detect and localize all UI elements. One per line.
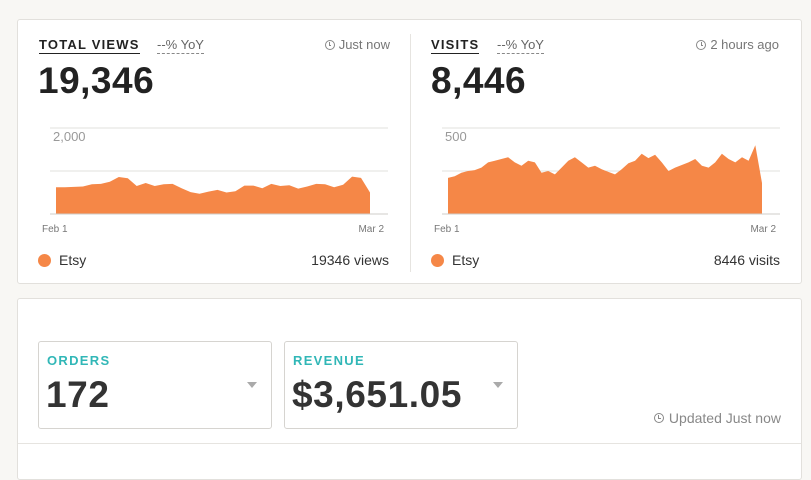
legend-swatch xyxy=(431,253,444,267)
views-title[interactable]: TOTAL VIEWS xyxy=(39,37,140,54)
panel-divider xyxy=(410,34,411,272)
visits-total: 8,446 xyxy=(431,60,527,101)
section-divider xyxy=(18,443,801,444)
visits-legend[interactable]: Etsy xyxy=(431,252,479,268)
visits-yoy[interactable]: --% YoY xyxy=(497,37,544,54)
x-tick-label: Mar 2 xyxy=(358,224,384,235)
orders-card: ORDERS 172 REVENUE $3,651.05 Updated Jus… xyxy=(17,298,802,480)
views-timestamp-text: Just now xyxy=(338,37,390,52)
series-area-etsy xyxy=(56,176,370,214)
views-legend[interactable]: Etsy xyxy=(38,252,86,268)
visits-timestamp-text: 2 hours ago xyxy=(710,37,779,52)
visits-legend-label: Etsy xyxy=(452,252,480,268)
clock-icon xyxy=(696,40,707,50)
views-timestamp: Just now xyxy=(324,37,390,52)
views-yoy[interactable]: --% YoY xyxy=(157,37,204,54)
views-total: 19,346 xyxy=(38,60,155,101)
revenue-box[interactable]: REVENUE $3,651.05 xyxy=(284,341,518,429)
chevron-down-icon[interactable] xyxy=(247,382,257,388)
visits-title[interactable]: VISITS xyxy=(431,37,480,54)
views-chart: 2,000 Feb 1 Mar 2 xyxy=(42,127,388,235)
clock-icon xyxy=(324,40,335,50)
series-area-etsy xyxy=(448,145,762,214)
views-legend-label: Etsy xyxy=(59,252,87,268)
stats-card: TOTAL VIEWS --% YoY Just now 19,346 2,00… xyxy=(17,19,802,284)
updated-text: Updated Just now xyxy=(668,410,781,426)
orders-box[interactable]: ORDERS 172 xyxy=(38,341,272,429)
revenue-value: $3,651.05 xyxy=(292,374,463,415)
y-tick-label: 2,000 xyxy=(53,129,86,144)
orders-label: ORDERS xyxy=(47,353,111,368)
chevron-down-icon[interactable] xyxy=(493,382,503,388)
visits-panel: VISITS --% YoY 2 hours ago 8,446 500 Feb … xyxy=(410,20,800,283)
visits-chart: 500 Feb 1 Mar 2 xyxy=(434,127,780,235)
x-tick-label: Feb 1 xyxy=(42,224,68,235)
revenue-label: REVENUE xyxy=(293,353,365,368)
views-panel: TOTAL VIEWS --% YoY Just now 19,346 2,00… xyxy=(18,20,408,283)
updated-status: Updated Just now xyxy=(653,410,781,426)
y-tick-label: 500 xyxy=(445,129,467,144)
visits-count: 8446 visits xyxy=(713,252,780,268)
orders-value: 172 xyxy=(46,374,110,415)
x-tick-label: Feb 1 xyxy=(434,224,460,235)
views-count: 19346 views xyxy=(311,252,389,268)
x-tick-label: Mar 2 xyxy=(750,224,776,235)
legend-swatch xyxy=(38,253,51,267)
clock-icon xyxy=(653,413,664,423)
visits-timestamp: 2 hours ago xyxy=(696,38,779,52)
